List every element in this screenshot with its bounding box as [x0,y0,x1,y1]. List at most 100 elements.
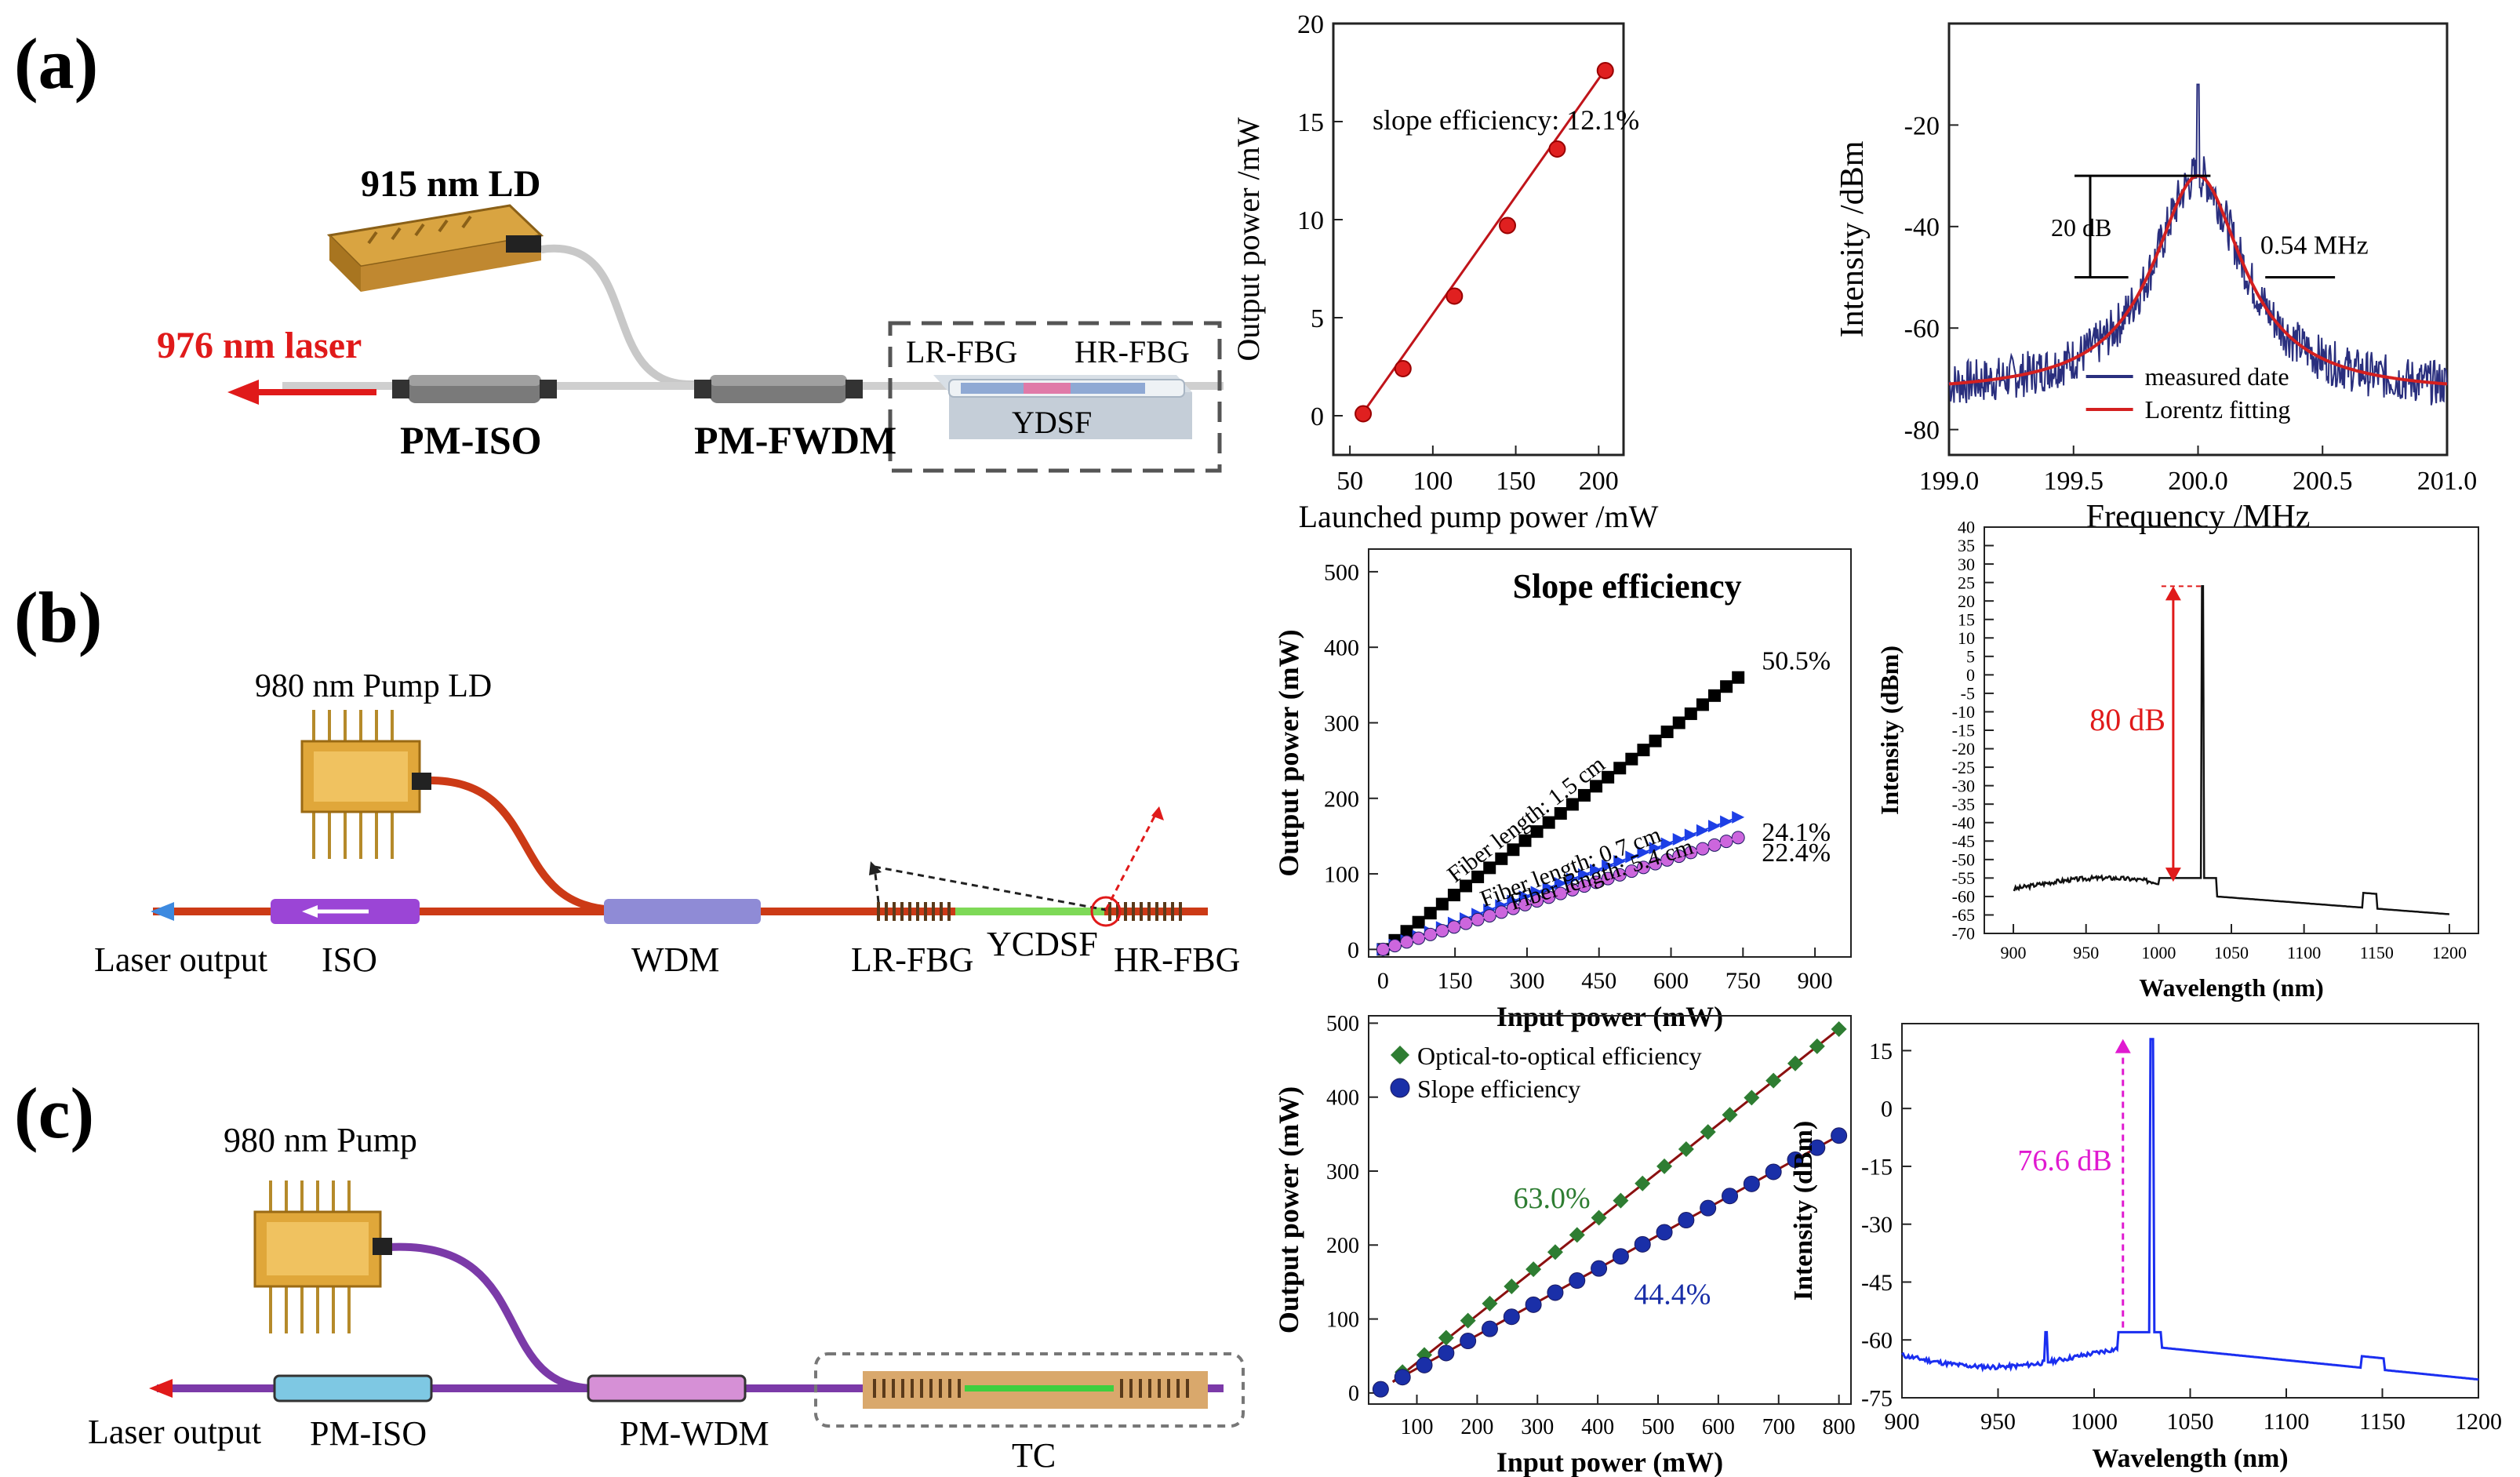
y-axis-label: Intensity /dBm [1835,140,1871,337]
fiber-label-b: YCDSF [987,925,1098,963]
data-point [1569,1272,1586,1290]
reflection-arrowhead-b [869,861,882,875]
y-tick-label: 400 [1324,635,1359,661]
data-point [1765,1072,1782,1089]
isolator-label-b: ISO [322,940,377,979]
y-tick-label: -40 [1904,213,1940,242]
x-axis-label: Frequency /MHz [2086,499,2311,535]
chart-a-spectrum: 199.0 199.5 200.0 200.5 201.0 -20 -40 -60 -80 Fre… [1835,22,2478,535]
pump-fiber-b [423,776,620,914]
pump-label-b: 980 nm Pump LD [255,668,492,704]
schematic-a: 915 nm LD 976 nm laser PM-ISO PM-FWDM LR… [157,163,1224,473]
y-tick-label: -70 [1952,924,1975,944]
cavity-block-a [933,375,1192,439]
y-tick-label: -10 [1952,702,1975,722]
plot-frame [1332,22,1625,457]
db-annotation: 20 dB [2051,213,2111,242]
scatter-path-b [1104,811,1158,911]
data-point [1525,1296,1542,1313]
data-point [1416,1356,1433,1373]
data-point [1765,1163,1782,1181]
output-arrowhead-a [227,380,259,405]
data-point [1355,405,1373,423]
data-point [1569,1227,1585,1243]
data-point [1596,62,1614,79]
y-tick-label: 35 [1958,536,1975,555]
y-tick-label: 10 [1958,628,1975,648]
y-tick-label: 15 [1297,108,1324,137]
y-tick-label: 10 [1297,206,1324,235]
plot-frame [1368,548,1852,958]
data-point [1591,1210,1607,1226]
chart-title: Slope efficiency [1513,567,1742,606]
y-axis-label: Output power /mW [1231,117,1266,361]
y-tick-label: 0 [1348,1382,1359,1406]
y-tick-label: -25 [1952,758,1975,777]
x-tick-label: 199.0 [1919,467,1980,496]
x-tick-label: 500 [1642,1415,1675,1439]
wdm-c [587,1374,747,1402]
y-tick-label: -15 [1861,1154,1893,1180]
y-tick-label: 20 [1958,591,1975,611]
x-tick-label: 1100 [2287,943,2321,962]
data-point [1700,1124,1716,1140]
y-tick-label: 300 [1326,1160,1359,1184]
hr-fbg-label-a: HR-FBG [1075,334,1190,369]
data-point [1700,1199,1717,1217]
data-point [1831,1127,1848,1144]
wdm-label-a: PM-FWDM [694,418,896,462]
width-annotation: 0.54 MHz [2260,231,2369,260]
series-line [1383,836,1739,951]
efficiency-label: 22.4% [1762,839,1831,868]
data-point [1372,1381,1389,1398]
data-point [1547,1284,1564,1301]
x-tick-label: 400 [1581,1415,1614,1439]
x-tick-label: 600 [1653,968,1689,994]
y-tick-label: -20 [1904,111,1940,140]
y-axis-label: Output power (mW) [1273,1086,1304,1333]
db-arrowhead-bottom [2165,868,2181,882]
y-tick-label: -30 [1861,1212,1893,1238]
pump-label-a: 915 nm LD [361,163,540,205]
plot-frame [1368,1015,1852,1405]
y-tick-label: 5 [1966,647,1975,667]
y-tick-label: -20 [1952,739,1975,759]
y-axis-label: Output power (mW) [1273,629,1304,876]
isolator-a [392,375,557,403]
wdm-a [694,375,863,403]
data-point [1548,140,1566,158]
x-tick-label: 1050 [2167,1409,2214,1435]
pump-label-c: 980 nm Pump [224,1121,417,1159]
data-point [1613,1192,1629,1209]
data-point [1809,1139,1826,1156]
data-point [1678,1141,1694,1158]
legend-label-ooe: Optical-to-optical efficiency [1417,1042,1702,1070]
series-line [1382,676,1739,951]
x-tick-label: 750 [1725,968,1761,994]
data-point [1394,360,1412,377]
isolator-b [271,899,420,924]
scatter-arrowhead-b [1151,806,1164,820]
x-tick-label: 1000 [2071,1409,2118,1435]
legend-label-measured: measured date [2145,362,2289,391]
x-tick-label: 201.0 [2417,467,2478,496]
y-tick-label: -55 [1952,868,1975,888]
x-tick-label: 200 [1579,467,1619,496]
x-tick-label: 1200 [2455,1409,2502,1435]
db-arrowhead-top [2115,1039,2131,1053]
x-axis-label: Wavelength (nm) [2092,1444,2288,1473]
y-tick-label: 40 [1958,518,1975,537]
x-tick-label: 900 [1885,1409,1920,1435]
legend-marker-ooe [1391,1046,1409,1064]
y-tick-label: 25 [1958,573,1975,592]
fiber-label-a: YDSF [1012,405,1092,440]
y-tick-label: -50 [1952,850,1975,870]
data-point [1635,1175,1651,1191]
data-point [1612,1248,1629,1265]
chart-b-spectrum: 900 950 1000 1050 1100 1150 120040353025201510… [1875,518,2479,1002]
y-tick-label: -40 [1952,813,1975,832]
y-tick-label: 0 [1311,402,1324,431]
wdm-b [604,899,761,924]
data-point [1744,1090,1760,1106]
